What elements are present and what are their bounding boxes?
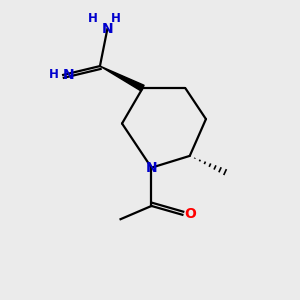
Polygon shape: [100, 66, 144, 91]
Text: N: N: [63, 68, 74, 82]
Text: H: H: [111, 12, 121, 25]
Text: H: H: [50, 68, 59, 81]
Text: H: H: [88, 12, 98, 25]
Text: N: N: [146, 161, 157, 175]
Text: N: N: [101, 22, 113, 36]
Text: O: O: [185, 207, 197, 221]
